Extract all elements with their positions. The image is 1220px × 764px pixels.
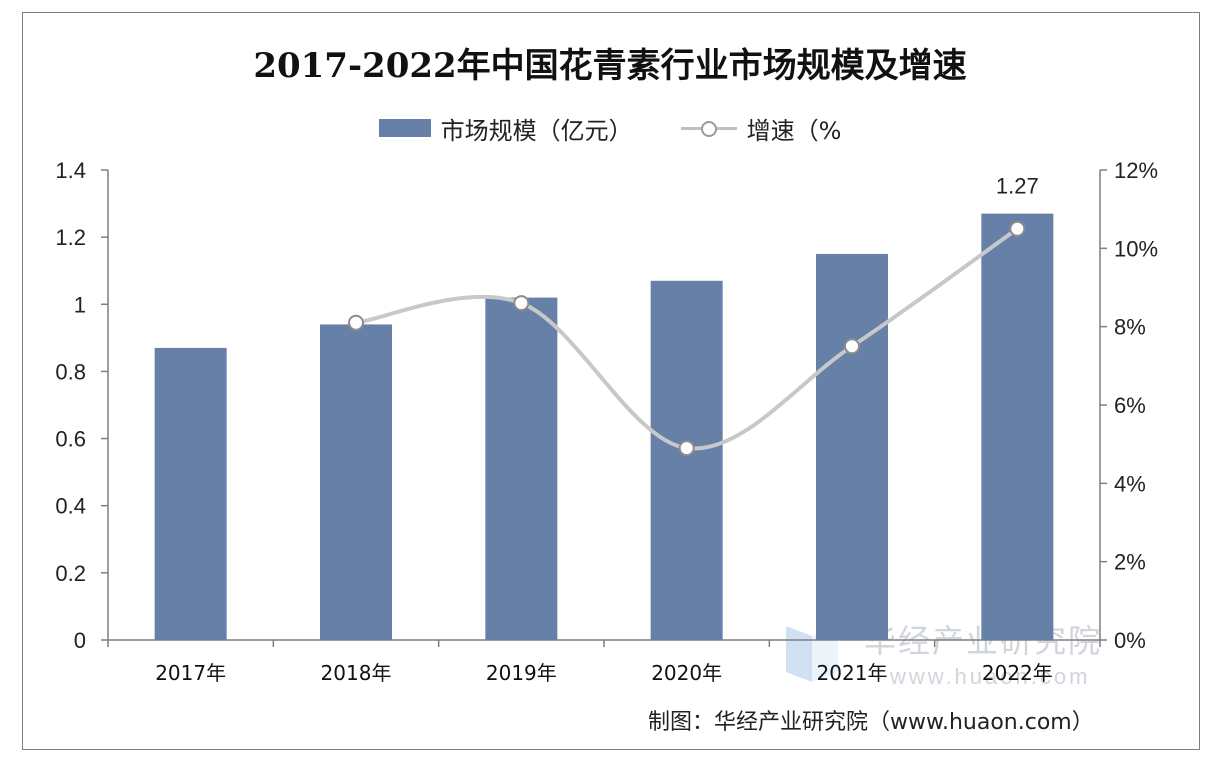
x-tick-label: 2022年 (982, 661, 1053, 685)
legend-line-label: 增速（% (746, 116, 842, 145)
x-tick-label: 2017年 (155, 661, 226, 685)
y-left-tick-label: 1.2 (55, 225, 86, 250)
bar (320, 324, 392, 640)
bar (816, 253, 888, 640)
legend-line-swatch (680, 118, 737, 138)
growth-point (1009, 220, 1026, 237)
y-left-tick-label: 1 (74, 292, 86, 317)
y-left-tick-label: 1.4 (55, 158, 86, 183)
y-left-tick-label: 0 (74, 628, 86, 653)
y-left-tick-label: 0.6 (55, 427, 86, 452)
bar (650, 280, 723, 640)
growth-point (513, 295, 530, 312)
legend-bar-label: 市场规模（亿元） (440, 116, 633, 145)
legend-item-bar: 市场规模（亿元） (378, 111, 633, 146)
y-left-tick-label: 0.4 (55, 494, 86, 519)
legend-item-line: 增速（% (680, 111, 842, 146)
chart-legend: 市场规模（亿元） 增速（% (0, 108, 1220, 148)
y-right-tick-label: 2% (1114, 550, 1146, 575)
y-left-tick-label: 0.2 (55, 561, 86, 586)
growth-point (678, 440, 695, 457)
x-tick-label: 2019年 (486, 661, 557, 685)
y-left-tick-label: 0.8 (55, 359, 86, 384)
data-label: 1.27 (996, 174, 1039, 199)
growth-point (348, 314, 364, 331)
x-tick-label: 2018年 (321, 661, 392, 685)
legend-bar-swatch (378, 119, 431, 137)
y-right-tick-label: 10% (1114, 236, 1158, 261)
x-tick-label: 2021年 (817, 661, 888, 685)
y-right-tick-label: 8% (1114, 315, 1146, 340)
y-right-tick-label: 4% (1114, 471, 1146, 496)
y-right-tick-label: 12% (1114, 158, 1158, 183)
y-right-tick-label: 6% (1114, 393, 1146, 418)
y-right-tick-label: 0% (1114, 628, 1146, 653)
watermark-url: www.huaon.com (890, 664, 1091, 689)
bar (485, 297, 558, 640)
growth-point (844, 338, 860, 355)
chart-title: 2017-2022年中国花青素行业市场规模及增速 (253, 46, 967, 86)
bar (154, 347, 227, 640)
bar (981, 213, 1054, 640)
x-tick-label: 2020年 (651, 661, 722, 685)
source-note: 制图：华经产业研究院（www.huaon.com） (648, 710, 1094, 735)
